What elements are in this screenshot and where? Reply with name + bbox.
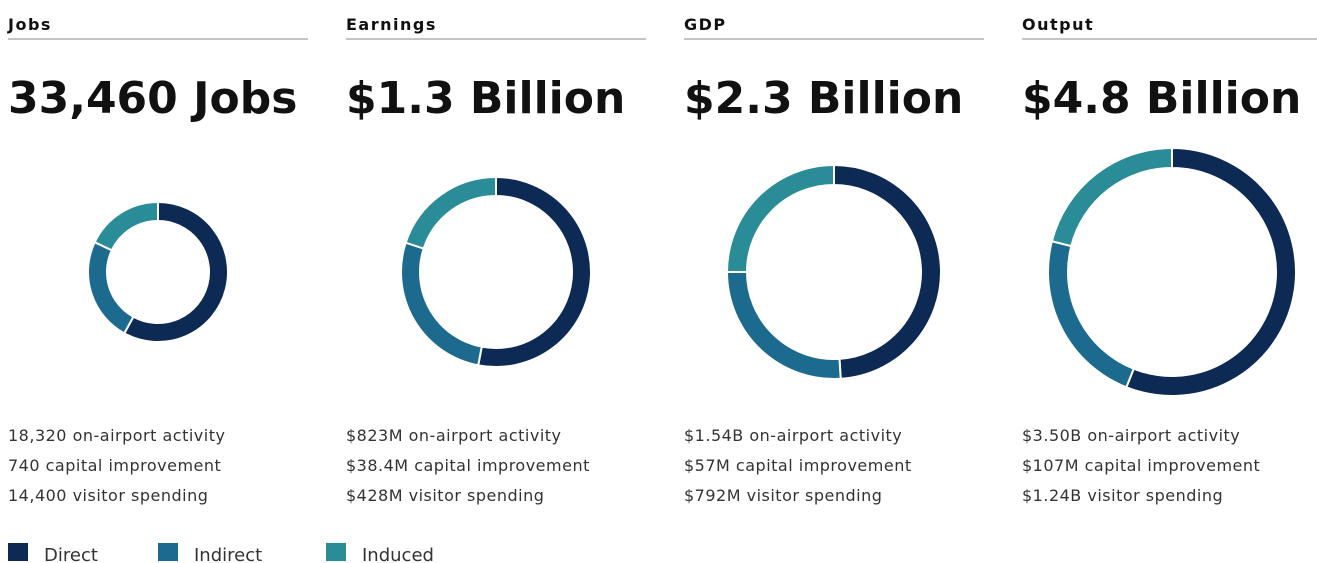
panel-title: Earnings	[346, 15, 437, 34]
donut-segment	[833, 163, 942, 380]
note: $57M capital improvement	[684, 456, 912, 475]
panel-title: Output	[1022, 15, 1094, 34]
legend-swatch	[8, 543, 28, 561]
donut-segment	[87, 240, 135, 335]
note: $428M visitor spending	[346, 486, 544, 505]
donut-segment	[1050, 146, 1173, 248]
headline: $4.8 Billion	[1022, 73, 1301, 124]
note: 18,320 on-airport activity	[8, 426, 225, 445]
panel-title: GDP	[684, 15, 727, 34]
note: 740 capital improvement	[8, 456, 221, 475]
donut-segment	[477, 175, 592, 368]
donut-segment	[1125, 146, 1297, 397]
legend-swatch	[158, 543, 178, 561]
note: $1.24B visitor spending	[1022, 486, 1223, 505]
legend-label: Direct	[44, 545, 98, 563]
note: $1.54B on-airport activity	[684, 426, 902, 445]
headline: 33,460 Jobs	[8, 73, 297, 124]
donut-segment	[400, 241, 483, 367]
donut-segment	[1047, 239, 1136, 389]
note: $792M visitor spending	[684, 486, 882, 505]
donut-segment	[404, 175, 497, 250]
headline: $2.3 Billion	[684, 73, 963, 124]
donut-segment	[725, 163, 835, 273]
note: $107M capital improvement	[1022, 456, 1260, 475]
donut-segment	[725, 271, 842, 380]
legend-swatch	[326, 543, 346, 561]
legend-label: Indirect	[194, 545, 262, 563]
note: $38.4M capital improvement	[346, 456, 590, 475]
legend-label: Induced	[362, 545, 434, 563]
note: 14,400 visitor spending	[8, 486, 208, 505]
headline: $1.3 Billion	[346, 73, 625, 124]
note: $823M on-airport activity	[346, 426, 562, 445]
note: $3.50B on-airport activity	[1022, 426, 1240, 445]
donut-segment	[122, 200, 229, 343]
panel-title: Jobs	[7, 15, 52, 34]
donut-segment	[93, 200, 159, 252]
